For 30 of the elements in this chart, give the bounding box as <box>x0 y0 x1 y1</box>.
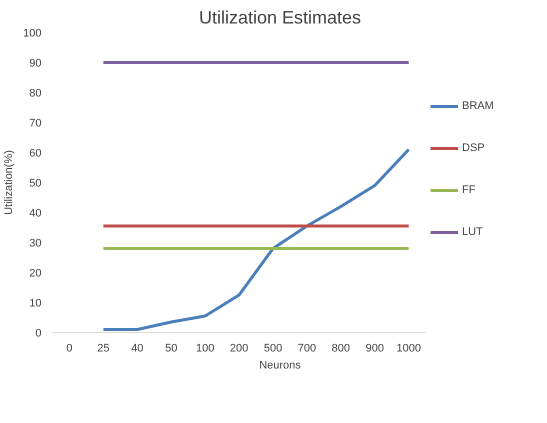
legend-label: DSP <box>462 142 485 154</box>
y-tick-label: 20 <box>29 268 42 280</box>
line-series <box>102 148 410 331</box>
y-tick-label: 100 <box>23 28 42 40</box>
x-tick-label: 100 <box>196 342 214 354</box>
y-tick-label: 40 <box>29 208 42 220</box>
chart-title: Utilization Estimates <box>198 8 362 28</box>
x-axis-title: Neurons <box>259 360 302 372</box>
y-tick-label: 80 <box>29 88 42 100</box>
legend-label: BRAM <box>462 100 494 112</box>
y-tick-label: 10 <box>29 298 42 310</box>
x-tick-label: 700 <box>298 342 316 354</box>
legend-label: LUT <box>462 226 483 238</box>
y-tick-label: 50 <box>29 178 42 190</box>
x-tick-label: 0 <box>66 342 73 354</box>
y-tick-label: 90 <box>29 58 42 70</box>
y-tick-label: 30 <box>29 238 42 250</box>
x-tick-label: 50 <box>165 342 178 354</box>
y-tick-label: 0 <box>35 328 42 340</box>
x-tick-label: 900 <box>366 342 384 354</box>
x-tick-label: 1000 <box>396 342 421 354</box>
x-tick-label: 200 <box>230 342 248 354</box>
x-tick-label: 40 <box>131 342 144 354</box>
y-axis-title: Utilization(%) <box>3 150 16 215</box>
x-tick-label: 800 <box>332 342 350 354</box>
x-tick-label: 500 <box>264 342 282 354</box>
legend-label: FF <box>462 184 476 196</box>
x-tick-label: 25 <box>97 342 110 354</box>
y-tick-label: 70 <box>29 118 42 130</box>
y-tick-label: 60 <box>29 148 42 160</box>
